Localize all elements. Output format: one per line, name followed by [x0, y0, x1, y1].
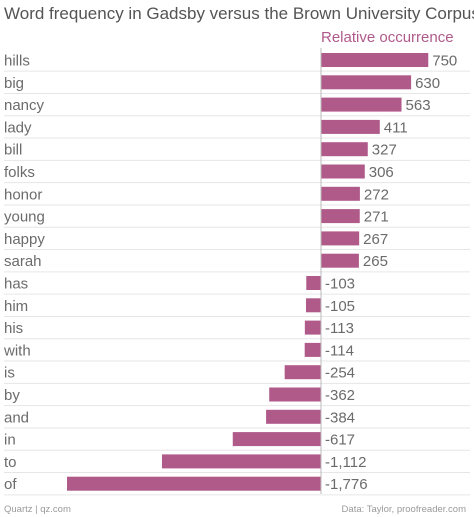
bar [284, 365, 321, 380]
value-label: 630 [415, 75, 440, 92]
value-label: -1,112 [325, 454, 366, 471]
category-label: by [4, 387, 20, 404]
bar [306, 276, 321, 290]
value-label: 272 [364, 186, 389, 203]
value-label: 750 [432, 53, 457, 70]
bar [321, 231, 360, 246]
value-label: 267 [363, 231, 388, 248]
value-label: 563 [406, 97, 431, 114]
bar [321, 75, 412, 90]
value-label: 327 [372, 142, 397, 159]
bar [67, 476, 321, 491]
category-label: lady [4, 119, 32, 136]
bar [304, 320, 321, 335]
value-label: -105 [325, 298, 355, 315]
category-label: young [4, 209, 45, 226]
bar [321, 164, 365, 179]
category-label: of [4, 476, 17, 493]
bar [305, 298, 321, 313]
category-label: sarah [4, 253, 42, 270]
bar [321, 119, 380, 134]
value-label: -254 [325, 365, 355, 382]
category-label: hills [4, 53, 30, 70]
bar [321, 142, 368, 157]
bar [321, 97, 402, 112]
chart-title: Word frequency in Gadsby versus the Brow… [4, 4, 474, 23]
legend-label: Relative occurrence [321, 29, 454, 46]
data-credit: Data: Taylor, proofreader.com [341, 504, 466, 515]
category-label: happy [4, 231, 45, 248]
category-label: to [4, 454, 17, 471]
value-label: 411 [384, 119, 408, 136]
category-label: nancy [4, 97, 45, 114]
value-label: 265 [363, 253, 388, 270]
value-label: 271 [364, 209, 389, 226]
category-label: and [4, 409, 29, 426]
bar [321, 53, 429, 67]
value-label: -384 [325, 409, 355, 426]
value-label: -617 [325, 432, 355, 449]
category-label: honor [4, 186, 42, 203]
bar [304, 342, 321, 357]
value-label: 306 [369, 164, 394, 181]
value-label: -103 [325, 276, 355, 293]
value-label: -1,776 [325, 476, 368, 493]
bar [321, 186, 360, 201]
bar [321, 253, 359, 268]
category-label: him [4, 298, 28, 315]
category-label: in [4, 432, 16, 449]
value-label: -113 [325, 320, 354, 337]
bar [232, 432, 321, 447]
bar [269, 387, 321, 402]
category-label: his [4, 320, 23, 337]
source-credit: Quartz | qz.com [4, 504, 71, 515]
category-label: folks [4, 164, 35, 181]
category-label: has [4, 276, 28, 293]
value-label: -362 [325, 387, 355, 404]
category-label: bill [4, 142, 22, 159]
category-label: is [4, 365, 15, 382]
bar [321, 209, 360, 224]
bar [266, 409, 321, 424]
value-label: -114 [325, 342, 354, 359]
bar [161, 454, 321, 469]
category-label: with [3, 342, 31, 359]
category-label: big [4, 75, 24, 92]
